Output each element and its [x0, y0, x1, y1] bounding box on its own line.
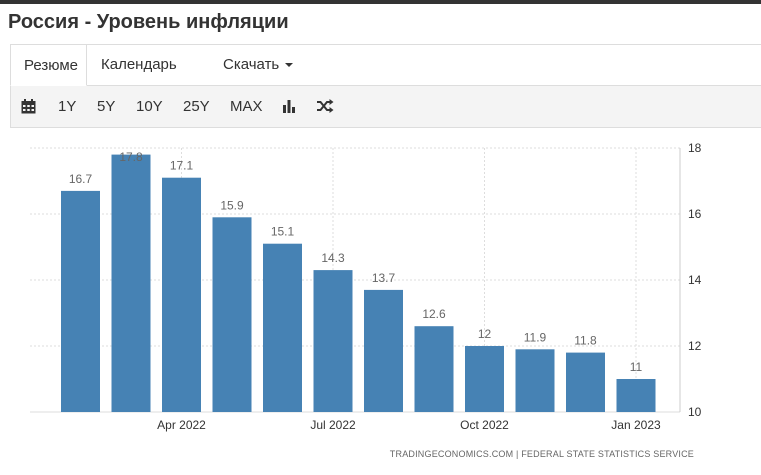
y-tick-label: 12	[688, 339, 702, 353]
bar-value-label: 11	[630, 360, 643, 374]
bar-mar-2022[interactable]	[111, 154, 151, 412]
range-1y-button[interactable]: 1Y	[58, 98, 77, 115]
bar-value-label: 17.8	[119, 150, 143, 164]
bar-value-label: 17.1	[170, 159, 194, 173]
y-tick-label: 16	[688, 207, 702, 221]
y-tick-label: 10	[688, 405, 702, 419]
shuffle-icon[interactable]	[316, 99, 334, 113]
bar-chart-icon[interactable]	[282, 99, 296, 113]
tab-summary[interactable]: Резюме	[10, 44, 87, 86]
calendar-icon[interactable]	[21, 99, 36, 114]
bar-nov-2022[interactable]	[515, 349, 555, 412]
bar-value-label: 14.3	[321, 251, 345, 265]
bar-value-label: 13.7	[372, 271, 396, 285]
caret-down-icon	[285, 63, 294, 68]
tab-bar: Резюме Календарь Скачать	[10, 44, 761, 86]
bar-dec-2022[interactable]	[566, 352, 605, 412]
top-bar	[0, 0, 761, 4]
bar-aug-2022[interactable]	[364, 289, 403, 412]
x-tick-label: Jul 2022	[310, 418, 356, 432]
bar-value-label: 15.9	[220, 198, 244, 212]
bar-value-label: 12.6	[422, 307, 446, 321]
chart-bars	[61, 154, 656, 412]
range-5y-button[interactable]: 5Y	[97, 98, 116, 115]
chart-y-axis: 10 12 14 16 18	[688, 141, 702, 419]
y-tick-label: 14	[688, 273, 702, 287]
tab-download-label: Скачать	[223, 56, 280, 73]
bar-value-label: 16.7	[69, 172, 93, 186]
bar-jan-2023[interactable]	[616, 379, 656, 412]
tab-calendar[interactable]: Календарь	[101, 56, 177, 73]
chart-source: TRADINGECONOMICS.COM | FEDERAL STATE STA…	[390, 449, 694, 459]
bar-oct-2022[interactable]	[465, 346, 504, 412]
bar-value-label: 12	[478, 327, 492, 341]
bar-value-label: 11.8	[574, 334, 597, 348]
range-10y-button[interactable]: 10Y	[136, 98, 163, 115]
bar-jun-2022[interactable]	[263, 243, 302, 412]
x-tick-label: Oct 2022	[460, 418, 509, 432]
bar-apr-2022[interactable]	[162, 177, 201, 412]
bar-feb-2022[interactable]	[61, 190, 100, 412]
chart-bar-labels: 16.7 17.8 17.1 15.9 15.1 14.3 13.7 12.6 12 11.9 11…	[69, 150, 643, 374]
chart-x-axis: Apr 2022 Jul 2022 Oct 2022 Jan 2023	[157, 418, 661, 432]
bar-may-2022[interactable]	[212, 217, 252, 412]
bar-value-label: 15.1	[271, 225, 295, 239]
range-25y-button[interactable]: 25Y	[183, 98, 210, 115]
x-tick-label: Jan 2023	[611, 418, 661, 432]
range-max-button[interactable]: MAX	[230, 98, 263, 115]
tab-download[interactable]: Скачать	[223, 44, 294, 86]
bar-sep-2022[interactable]	[414, 326, 454, 412]
chart-toolbar: 1Y 5Y 10Y 25Y MAX	[10, 86, 761, 128]
bar-value-label: 11.9	[524, 330, 547, 344]
inflation-chart: 16.7 17.8 17.1 15.9 15.1 14.3 13.7 12.6 12 11.9 11…	[30, 141, 702, 459]
page-title: Россия - Уровень инфляции	[8, 11, 289, 33]
y-tick-label: 18	[688, 141, 702, 155]
bar-jul-2022[interactable]	[313, 270, 353, 412]
x-tick-label: Apr 2022	[157, 418, 206, 432]
